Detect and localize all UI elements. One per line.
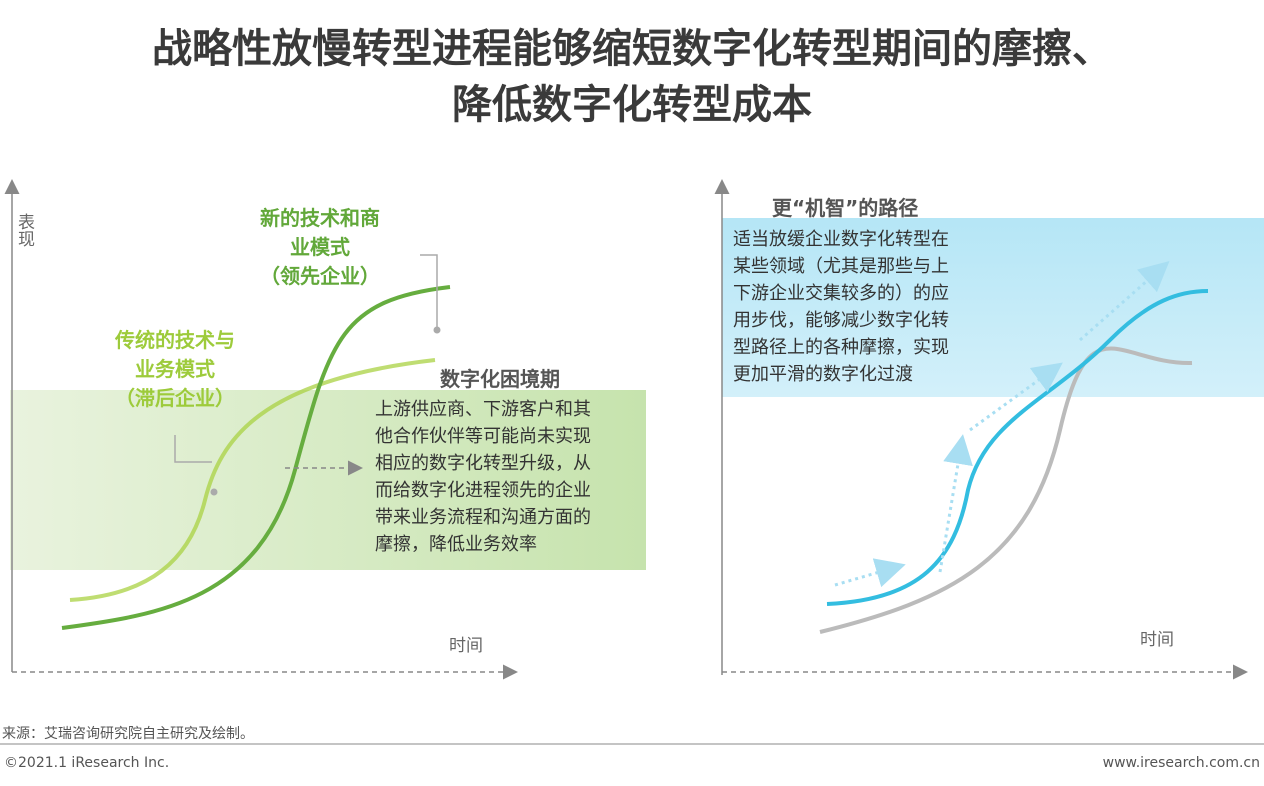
callout-text: 上游供应商、下游客户和其	[375, 399, 591, 420]
laggard-label: 传统的技术与	[114, 328, 235, 352]
gray-curve	[819, 346, 1193, 634]
leader-pointer	[420, 254, 438, 330]
pointer-dot	[210, 488, 218, 496]
title-line: 战略性放慢转型进程能够缩短数字化转型期间的摩擦、	[152, 26, 1112, 72]
callout-text: 他合作伙伴等可能尚未实现	[375, 426, 591, 447]
callout-title: 更“机智”的路径	[772, 196, 918, 220]
callout-text: 带来业务流程和沟通方面的	[375, 507, 591, 528]
callout-text: 某些领域（尤其是那些与上	[733, 256, 949, 277]
blue-curve	[826, 289, 1209, 606]
callout-text: 用步伐，能够减少数字化转	[733, 310, 949, 331]
pointer-dot	[433, 326, 441, 334]
title-line: 降低数字化转型成本	[452, 82, 812, 128]
source: 来源：艾瑞咨询研究院自主研究及绘制。	[2, 726, 254, 742]
leader-curve	[61, 285, 451, 630]
callout-text: 型路径上的各种摩擦，实现	[733, 337, 949, 358]
x-axis-label: 时间	[449, 636, 483, 656]
callout-text: 下游企业交集较多的）的应	[733, 283, 949, 304]
leader-label: （领先企业）	[260, 264, 380, 288]
callout-title: 数字化困境期	[440, 367, 560, 391]
dotted-arrows	[834, 261, 1170, 588]
copyright: ©2021.1 iResearch Inc.	[4, 755, 169, 771]
callout-text: 更加平滑的数字化过渡	[733, 364, 913, 385]
x-axis-label: 时间	[1140, 630, 1174, 650]
y-axis-label: 表现	[14, 213, 35, 247]
laggard-pointer	[174, 435, 212, 463]
callout-text: 适当放缓企业数字化转型在	[733, 229, 949, 250]
dilemma-zone	[10, 390, 646, 570]
smart-path-zone	[722, 218, 1264, 397]
callout-text: 摩擦，降低业务效率	[375, 534, 537, 555]
callout-text: 相应的数字化转型升级，从	[375, 453, 591, 474]
leader-label: 业模式	[290, 235, 350, 259]
callout-text: 而给数字化进程领先的企业	[375, 480, 591, 501]
laggard-label: 业务模式	[135, 357, 215, 381]
leader-label: 新的技术和商	[260, 206, 380, 230]
website: www.iresearch.com.cn	[1103, 755, 1260, 771]
laggard-label: （滞后企业）	[115, 386, 235, 410]
